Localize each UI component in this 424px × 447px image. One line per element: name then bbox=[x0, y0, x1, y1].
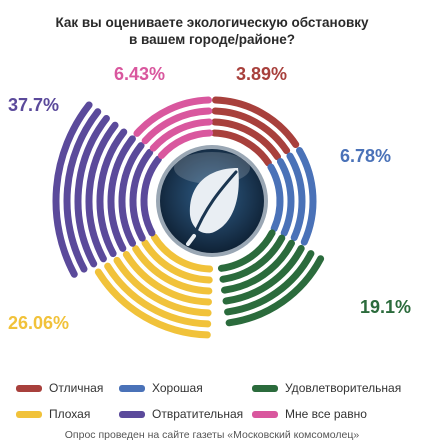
arc-segment-2-3 bbox=[222, 244, 305, 305]
source-footnote: Опрос проведен на сайте газеты «Московск… bbox=[64, 429, 360, 441]
chart-title-line-2: в вашем городе/районе? bbox=[128, 32, 296, 47]
chart-title-line-1: Как вы оцениваете экологическую обстанов… bbox=[55, 15, 369, 30]
arc-segment-2-0 bbox=[217, 229, 276, 272]
center-badge bbox=[156, 145, 268, 257]
arc-segment-0-1 bbox=[211, 118, 281, 161]
arc-segment-1-2 bbox=[286, 152, 306, 242]
chart-arcs bbox=[52, 96, 325, 339]
value-label-excellent: 3.89% bbox=[236, 64, 288, 84]
arc-segment-5-0 bbox=[157, 129, 214, 159]
arc-segment-5-2 bbox=[141, 107, 213, 145]
arc-segment-2-2 bbox=[221, 239, 295, 294]
arc-segment-3-6 bbox=[94, 268, 211, 339]
arc-segment-4-6 bbox=[74, 115, 110, 268]
arc-segment-3-1 bbox=[141, 239, 213, 284]
value-label-bad: 26.06% bbox=[8, 313, 70, 333]
arc-segment-5-3 bbox=[133, 96, 212, 137]
arc-segment-2-4 bbox=[224, 250, 315, 316]
arc-segment-0-2 bbox=[211, 107, 291, 155]
arc-segment-2-5 bbox=[225, 255, 325, 327]
arc-segment-4-5 bbox=[85, 121, 119, 263]
arc-segment-3-3 bbox=[122, 251, 212, 306]
arc-segment-3-0 bbox=[150, 233, 214, 273]
arc-segment-4-8 bbox=[52, 101, 93, 278]
arc-segment-4-7 bbox=[63, 108, 102, 273]
arc-segment-4-0 bbox=[140, 155, 162, 237]
arc-segment-1-1 bbox=[276, 158, 295, 237]
arc-segment-0-3 bbox=[212, 96, 300, 149]
value-label-terrible: 37.7% bbox=[8, 95, 60, 115]
arc-segment-0-0 bbox=[210, 129, 272, 167]
arc-segment-3-4 bbox=[113, 256, 212, 317]
arc-segment-5-1 bbox=[149, 118, 213, 152]
arc-segment-1-3 bbox=[295, 147, 317, 246]
arc-segment-1-0 bbox=[267, 163, 284, 233]
arc-segment-2-1 bbox=[219, 234, 286, 283]
chart-title: Как вы оцениваете экологическую обстанов… bbox=[0, 14, 424, 48]
arc-segment-3-2 bbox=[132, 245, 213, 295]
arc-segment-4-2 bbox=[118, 142, 145, 247]
value-label-good: 6.78% bbox=[340, 146, 392, 166]
leaf-icon bbox=[186, 168, 239, 246]
arc-segment-4-1 bbox=[129, 148, 154, 242]
value-label-satisfactory: 19.1% bbox=[360, 297, 412, 317]
arc-segment-4-3 bbox=[107, 135, 136, 252]
arc-segment-4-4 bbox=[96, 128, 128, 258]
value-label-indifferent: 6.43% bbox=[114, 64, 166, 84]
arc-segment-3-5 bbox=[104, 262, 212, 328]
